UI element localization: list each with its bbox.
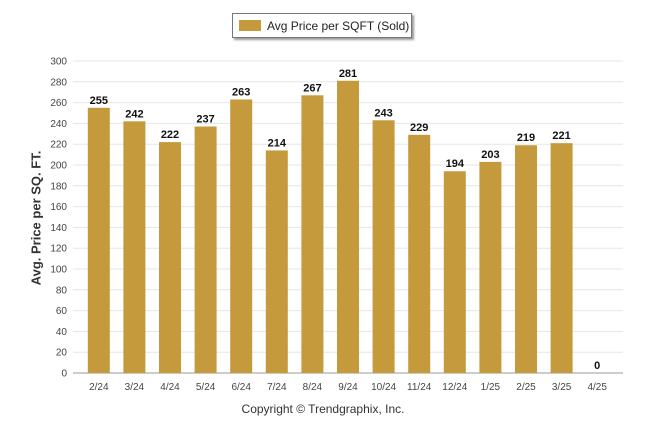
y-tick-label: 220 [50,140,67,151]
data-label: 263 [232,86,250,98]
data-label: 221 [552,130,570,142]
data-label: 281 [339,68,357,80]
x-tick-label: 2/25 [516,382,536,393]
data-label: 222 [161,129,179,141]
y-tick-label: 40 [56,327,68,338]
bar [515,145,537,373]
data-label: 255 [90,95,108,107]
bar [87,107,110,374]
y-tick-label: 100 [50,265,67,276]
x-tick-label: 3/24 [125,382,145,393]
data-label: 203 [481,149,499,161]
bar [123,121,146,373]
y-tick-label: 280 [50,77,67,88]
x-tick-label: 6/24 [231,382,251,393]
legend-swatch [239,20,261,31]
x-tick-label: 2/24 [89,382,109,393]
y-tick-label: 0 [61,369,67,380]
data-label: 214 [268,137,287,149]
x-tick-label: 5/24 [196,382,216,393]
bar [372,120,395,373]
copyright-text: Copyright © Trendgraphix, Inc. [241,402,405,416]
legend-label: Avg Price per SQFT (Sold) [267,18,410,33]
bar [550,143,573,373]
y-tick-label: 20 [56,348,68,359]
bar [194,126,217,374]
data-label: 242 [125,108,143,120]
x-tick-label: 3/25 [552,382,572,393]
x-tick-label: 4/25 [587,382,607,393]
data-label: 219 [517,132,535,144]
x-tick-label: 10/24 [371,382,396,393]
x-tick-label: 12/24 [442,382,467,393]
bar [159,142,181,373]
bar [408,134,431,373]
data-label: 237 [196,114,214,126]
bar [301,95,324,373]
y-tick-label: 80 [56,285,68,296]
x-tick-label: 8/24 [303,382,323,393]
y-tick-label: 60 [56,306,68,317]
y-tick-label: 160 [50,202,67,213]
y-tick-label: 240 [50,119,67,130]
y-tick-label: 200 [50,161,67,172]
bar [230,99,253,373]
y-tick-label: 140 [50,223,67,234]
x-tick-label: 9/24 [338,382,358,393]
y-tick-label: 260 [50,98,67,109]
data-label: 243 [374,107,392,119]
x-tick-label: 4/24 [160,382,180,393]
data-label: 194 [446,158,465,170]
chart-legend: Avg Price per SQFT (Sold) [232,13,412,38]
y-tick-label: 180 [50,181,67,192]
bar [337,80,359,373]
data-label: 229 [410,122,428,134]
bar [265,150,288,373]
y-tick-label: 300 [50,57,67,68]
y-tick-label: 120 [50,244,67,255]
x-tick-label: 11/24 [407,382,432,393]
x-tick-label: 1/25 [481,382,501,393]
x-tick-label: 7/24 [267,382,287,393]
data-label: 267 [303,82,321,94]
bar [479,161,502,373]
bar [443,171,466,373]
data-label: 0 [594,360,600,372]
